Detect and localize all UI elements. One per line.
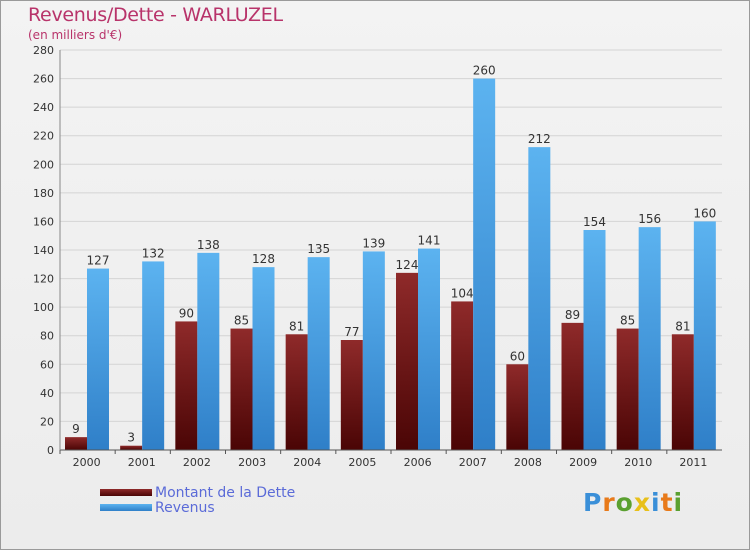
debt-value-label: 3 (127, 431, 135, 445)
logo-letter: r (602, 488, 616, 517)
y-tick-label: 140 (33, 244, 54, 257)
chart-subtitle: (en milliers d'€) (28, 28, 123, 42)
logo-letter: P (583, 488, 603, 517)
y-tick-label: 200 (33, 158, 54, 171)
x-tick-label: 2009 (569, 456, 597, 469)
x-tick-label: 2010 (624, 456, 652, 469)
y-tick-label: 100 (33, 301, 54, 314)
legend-label-revenue: Revenus (155, 499, 215, 516)
revenue-value-label: 160 (693, 206, 716, 220)
revenue-bar (638, 227, 661, 450)
y-tick-label: 220 (33, 130, 54, 143)
x-tick-label: 2007 (459, 456, 487, 469)
debt-value-label: 104 (451, 286, 474, 300)
legend-item-revenue: Revenus (100, 499, 295, 516)
debt-bar (396, 272, 418, 450)
debt-value-label: 90 (179, 306, 194, 320)
revenue-bar (528, 147, 551, 450)
revenue-bar (473, 78, 496, 451)
y-tick-label: 260 (33, 73, 54, 86)
debt-value-label: 60 (510, 349, 525, 363)
y-tick-label: 180 (33, 187, 54, 200)
revenue-value-label: 154 (583, 215, 606, 229)
x-axis-ticks: 2000 2001 2002 2003 2004 2005 2006 2007 2008 2009… (59, 450, 707, 469)
debt-value-label: 85 (234, 314, 249, 328)
debt-bar (561, 322, 584, 450)
debt-bar (175, 321, 198, 450)
revenue-value-label: 141 (418, 234, 441, 248)
logo-letter: o (615, 488, 634, 517)
bars (65, 78, 716, 451)
legend: Montant de la Dette Revenus (100, 484, 296, 516)
debt-bar (230, 328, 253, 450)
revenue-bar (197, 252, 220, 450)
legend-swatch-debt (100, 489, 152, 496)
x-tick-label: 2003 (238, 456, 266, 469)
chart-title: Revenus/Dette - WARLUZEL (28, 4, 283, 26)
revenue-bar (362, 251, 385, 450)
debt-value-label: 89 (565, 308, 580, 322)
revenue-bar (583, 230, 606, 450)
revenue-value-label: 128 (252, 252, 275, 266)
revenue-value-label: 139 (362, 236, 385, 250)
debt-bar (451, 301, 474, 450)
x-tick-label: 2002 (183, 456, 211, 469)
grid-lines (60, 49, 722, 422)
debt-value-label: 9 (72, 422, 80, 436)
logo-letter: i (673, 488, 684, 517)
logo-letter: x (633, 488, 651, 517)
y-axis-ticks: 0 20 40 60 80 100 120 140 160 180 200 220 240 260 280 (33, 44, 54, 457)
logo-letter: t (660, 488, 674, 517)
y-tick-label: 80 (40, 330, 54, 343)
debt-value-label: 77 (344, 325, 359, 339)
y-tick-label: 120 (33, 273, 54, 286)
revenue-bar (252, 267, 275, 450)
debt-bar (120, 445, 143, 450)
x-tick-label: 2008 (514, 456, 542, 469)
revenue-value-label: 132 (142, 246, 165, 260)
y-tick-label: 240 (33, 101, 54, 114)
y-tick-label: 0 (47, 444, 54, 457)
revenue-value-label: 135 (307, 242, 330, 256)
revenue-value-label: 212 (528, 132, 551, 146)
x-tick-label: 2000 (73, 456, 101, 469)
data-labels: 9 127 3 132 90 138 85 128 81 135 77 139 124 141 104 260… (72, 64, 716, 445)
revenue-value-label: 127 (87, 254, 110, 268)
revenue-value-label: 260 (473, 64, 496, 78)
y-tick-label: 60 (40, 358, 54, 371)
y-tick-label: 280 (33, 44, 54, 57)
proxiti-logo: Proxiti (583, 488, 683, 517)
debt-value-label: 85 (620, 314, 635, 328)
revenue-bar (87, 268, 109, 450)
debt-bar (506, 364, 529, 450)
debt-value-label: 124 (396, 258, 419, 272)
debt-bar (340, 340, 363, 450)
debt-bar (65, 437, 87, 450)
debt-value-label: 81 (675, 319, 690, 333)
revenue-bar (418, 248, 440, 450)
revenue-bar (693, 221, 716, 450)
x-tick-label: 2006 (404, 456, 432, 469)
x-tick-label: 2005 (348, 456, 376, 469)
debt-bar (671, 334, 694, 450)
revenue-bar (307, 257, 330, 450)
revenue-value-label: 156 (638, 212, 661, 226)
legend-swatch-revenue (100, 504, 152, 511)
legend-item-debt: Montant de la Dette (100, 484, 296, 501)
debt-value-label: 81 (289, 319, 304, 333)
x-tick-label: 2001 (128, 456, 156, 469)
x-tick-label: 2011 (679, 456, 707, 469)
y-tick-label: 40 (40, 387, 54, 400)
x-tick-label: 2004 (293, 456, 321, 469)
y-tick-label: 160 (33, 215, 54, 228)
legend-label-debt: Montant de la Dette (155, 484, 296, 501)
debt-bar (285, 334, 308, 450)
debt-bar (616, 328, 639, 450)
y-tick-label: 20 (40, 415, 54, 428)
logo-letter: i (651, 488, 661, 517)
revenue-bar (142, 261, 165, 450)
revenue-value-label: 138 (197, 238, 220, 252)
